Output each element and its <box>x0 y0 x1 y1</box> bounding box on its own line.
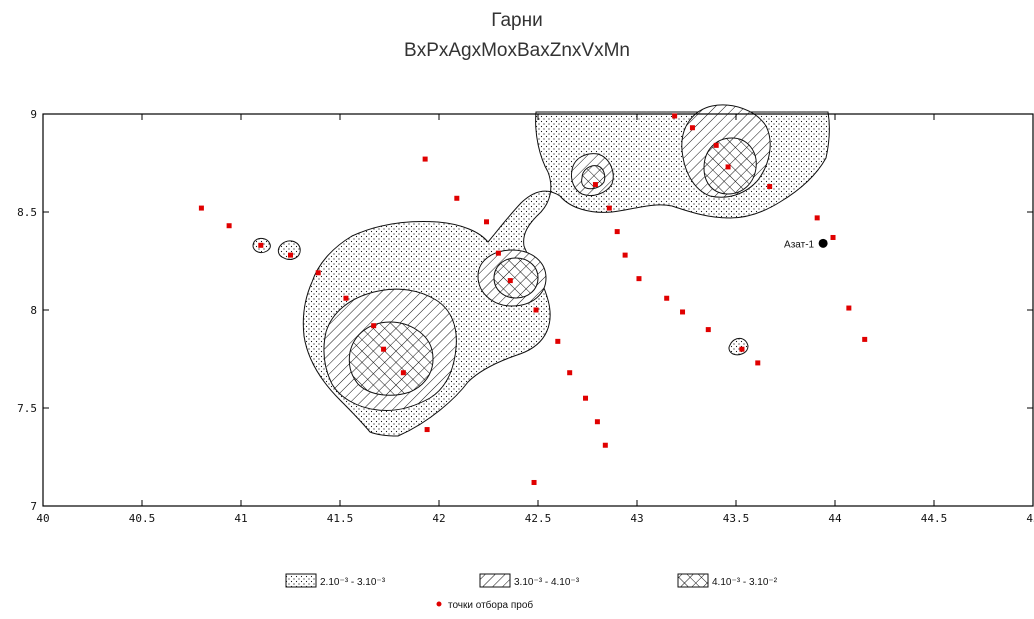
zone-high-center <box>493 257 539 299</box>
legend-label-high: 4.10⁻³ - 3.10⁻² <box>712 577 778 588</box>
y-tick-label: 7 <box>30 500 37 513</box>
legend-swatch-cross <box>677 573 709 588</box>
sample-point <box>602 442 608 448</box>
sample-point <box>422 156 428 162</box>
x-tick-label: 43.5 <box>723 512 750 525</box>
x-tick-label: 43 <box>630 512 643 525</box>
sample-point <box>371 323 377 329</box>
x-tick-label: 40.5 <box>129 512 156 525</box>
x-tick-label: 41.5 <box>327 512 354 525</box>
axis-ticks: 40 40.5 41 41.5 42 42.5 43 43.5 44 44.5 45 7 7.5 8 8.5… <box>17 108 1034 525</box>
legend-label-low: 2.10⁻³ - 3.10⁻³ <box>320 577 386 588</box>
sample-point <box>531 479 537 485</box>
sample-point <box>672 113 678 119</box>
sample-point <box>507 278 513 284</box>
well-label: Азат-1 <box>784 239 815 250</box>
sample-point <box>400 370 406 376</box>
sample-point <box>713 142 719 148</box>
sample-point <box>622 252 628 258</box>
sample-point <box>567 370 573 376</box>
zone-low-islet-c <box>728 337 749 356</box>
sample-point <box>533 307 539 313</box>
legend: 2.10⁻³ - 3.10⁻³ 3.10⁻³ - 4.10⁻³ 4.10⁻³ -… <box>285 573 778 611</box>
sample-point <box>830 234 836 240</box>
map-subtitle: BxPxAgxMoxBaxZnxVxMn <box>404 40 630 61</box>
sample-point <box>288 252 293 258</box>
sample-point <box>680 309 686 315</box>
x-tick-label: 44 <box>828 512 842 525</box>
sample-point <box>484 219 490 225</box>
x-tick-label: 45 <box>1026 512 1034 525</box>
y-tick-label: 8 <box>30 304 37 317</box>
sample-point <box>454 195 460 201</box>
x-tick-label: 42 <box>432 512 445 525</box>
sample-point <box>689 125 695 131</box>
sample-points <box>198 113 868 485</box>
x-tick-label: 41 <box>234 512 247 525</box>
sample-point <box>343 295 349 301</box>
zone-low-islet-b <box>277 240 301 261</box>
legend-sample-icon <box>436 601 442 607</box>
y-tick-label: 9 <box>30 108 37 121</box>
sample-point <box>814 215 820 221</box>
sample-point <box>592 182 598 188</box>
sample-point <box>198 205 204 211</box>
sample-point <box>664 295 670 301</box>
sample-point <box>594 419 600 425</box>
legend-label-mid: 3.10⁻³ - 4.10⁻³ <box>514 577 580 588</box>
sample-point <box>614 229 620 235</box>
zone-high-south <box>348 321 434 396</box>
sample-point <box>725 164 731 170</box>
sample-point <box>226 223 232 229</box>
sample-point <box>606 205 612 211</box>
sample-point <box>495 250 501 256</box>
map-title: Гарни <box>491 10 543 31</box>
well-point <box>818 238 828 248</box>
sample-point <box>739 346 745 352</box>
y-tick-label: 7.5 <box>17 402 37 415</box>
x-tick-label: 40 <box>36 512 49 525</box>
sample-point <box>583 395 589 401</box>
sample-point <box>381 346 387 352</box>
x-tick-label: 44.5 <box>921 512 948 525</box>
sample-point <box>258 242 264 248</box>
sample-point <box>315 270 321 276</box>
y-tick-label: 8.5 <box>17 206 37 219</box>
sample-point <box>767 184 773 190</box>
legend-label-samples: точки отбора проб <box>448 599 533 611</box>
sample-point <box>555 338 561 344</box>
sample-point <box>705 327 711 333</box>
sample-point <box>636 276 642 282</box>
sample-point <box>862 336 868 342</box>
x-tick-label: 42.5 <box>525 512 552 525</box>
legend-swatch-dots <box>285 573 317 588</box>
zone-high <box>348 137 757 396</box>
sample-point <box>424 427 430 433</box>
well-marker: Азат-1 <box>784 238 828 250</box>
zone-high-knob <box>581 165 606 190</box>
legend-swatch-hatch <box>479 573 511 588</box>
sample-point <box>755 360 761 366</box>
sample-point <box>846 305 852 311</box>
